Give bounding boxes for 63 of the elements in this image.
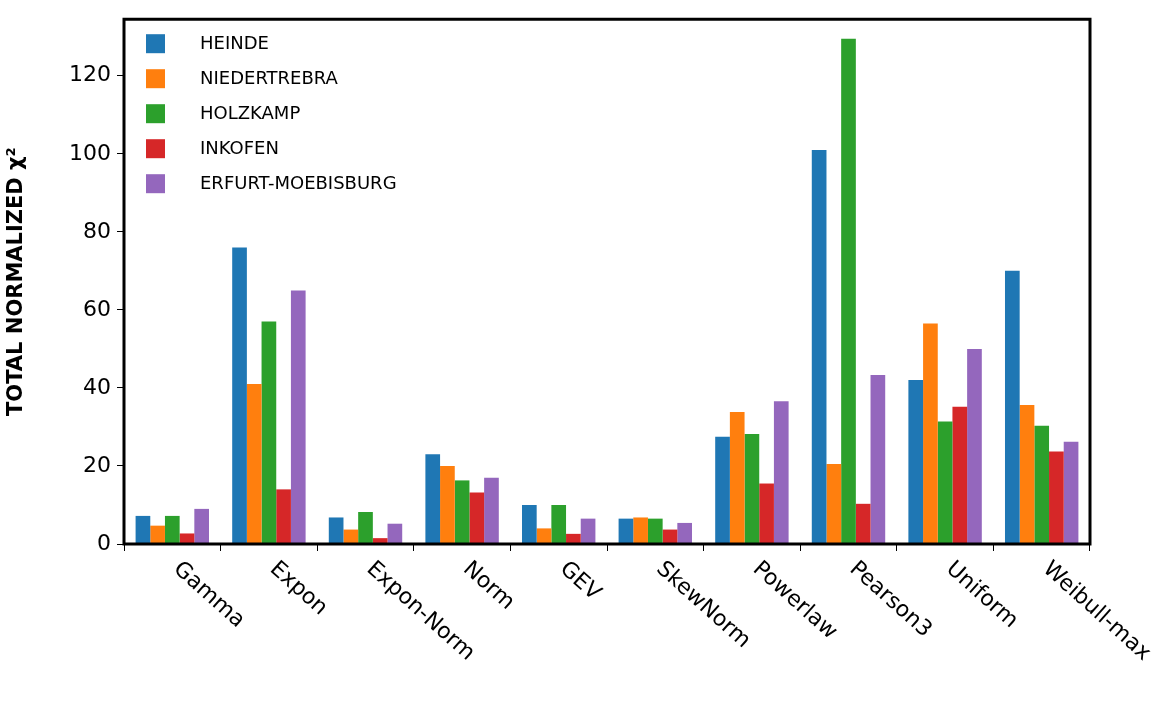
bar <box>633 517 648 544</box>
bar <box>276 489 291 544</box>
bar <box>937 421 953 544</box>
bar <box>923 323 938 544</box>
bar <box>1019 405 1035 544</box>
y-tick-label: 0 <box>97 529 111 555</box>
bar <box>826 464 842 544</box>
bar <box>811 149 827 544</box>
bar <box>855 503 871 544</box>
bar <box>232 247 247 544</box>
bar <box>358 512 373 544</box>
bar <box>343 529 359 544</box>
bar <box>521 504 537 544</box>
bar <box>440 465 455 544</box>
bar <box>580 518 596 544</box>
bar <box>841 38 856 544</box>
bar <box>566 533 581 544</box>
bar <box>967 348 982 544</box>
x-tick-label: GEV <box>555 555 607 605</box>
bar <box>328 517 344 544</box>
y-tick-label: 80 <box>83 217 111 243</box>
bar <box>647 518 663 544</box>
bar <box>179 533 195 544</box>
bar <box>729 412 745 544</box>
bar <box>952 406 968 544</box>
y-tick-label: 120 <box>69 61 111 87</box>
bar <box>1049 451 1064 544</box>
bar <box>715 436 730 544</box>
bar <box>908 380 924 544</box>
bar <box>677 522 693 544</box>
bar <box>744 433 760 544</box>
bar <box>1063 441 1079 544</box>
y-tick-label: 100 <box>69 139 111 165</box>
y-tick-label: 60 <box>83 295 111 321</box>
y-tick-label: 20 <box>83 451 111 477</box>
bar <box>150 525 165 544</box>
bar <box>536 528 552 544</box>
bar <box>194 508 210 544</box>
bar <box>261 321 277 544</box>
bar <box>484 477 499 544</box>
bar <box>1004 270 1020 544</box>
bar <box>372 538 388 544</box>
bar <box>135 515 151 544</box>
bar <box>469 492 485 544</box>
y-tick-label: 40 <box>83 373 111 399</box>
bar <box>425 454 441 544</box>
legend-label: ERFURT-MOEBISBURG <box>200 171 397 193</box>
bar <box>246 384 262 544</box>
bar <box>164 515 180 544</box>
bar <box>773 401 789 544</box>
bar <box>454 480 470 544</box>
bar <box>1034 425 1050 544</box>
legend-label: HEINDE <box>200 31 269 53</box>
y-axis-title: TOTAL NORMALIZED χ² <box>3 147 28 417</box>
bar <box>551 504 567 544</box>
bar <box>290 290 306 544</box>
bar <box>387 523 403 544</box>
bar <box>759 483 774 544</box>
bar <box>870 375 886 544</box>
legend-label: NIEDERTREBRA <box>200 66 339 88</box>
legend-label: INKOFEN <box>200 136 279 158</box>
legend-label: HOLZKAMP <box>200 101 301 123</box>
bar <box>618 518 634 544</box>
